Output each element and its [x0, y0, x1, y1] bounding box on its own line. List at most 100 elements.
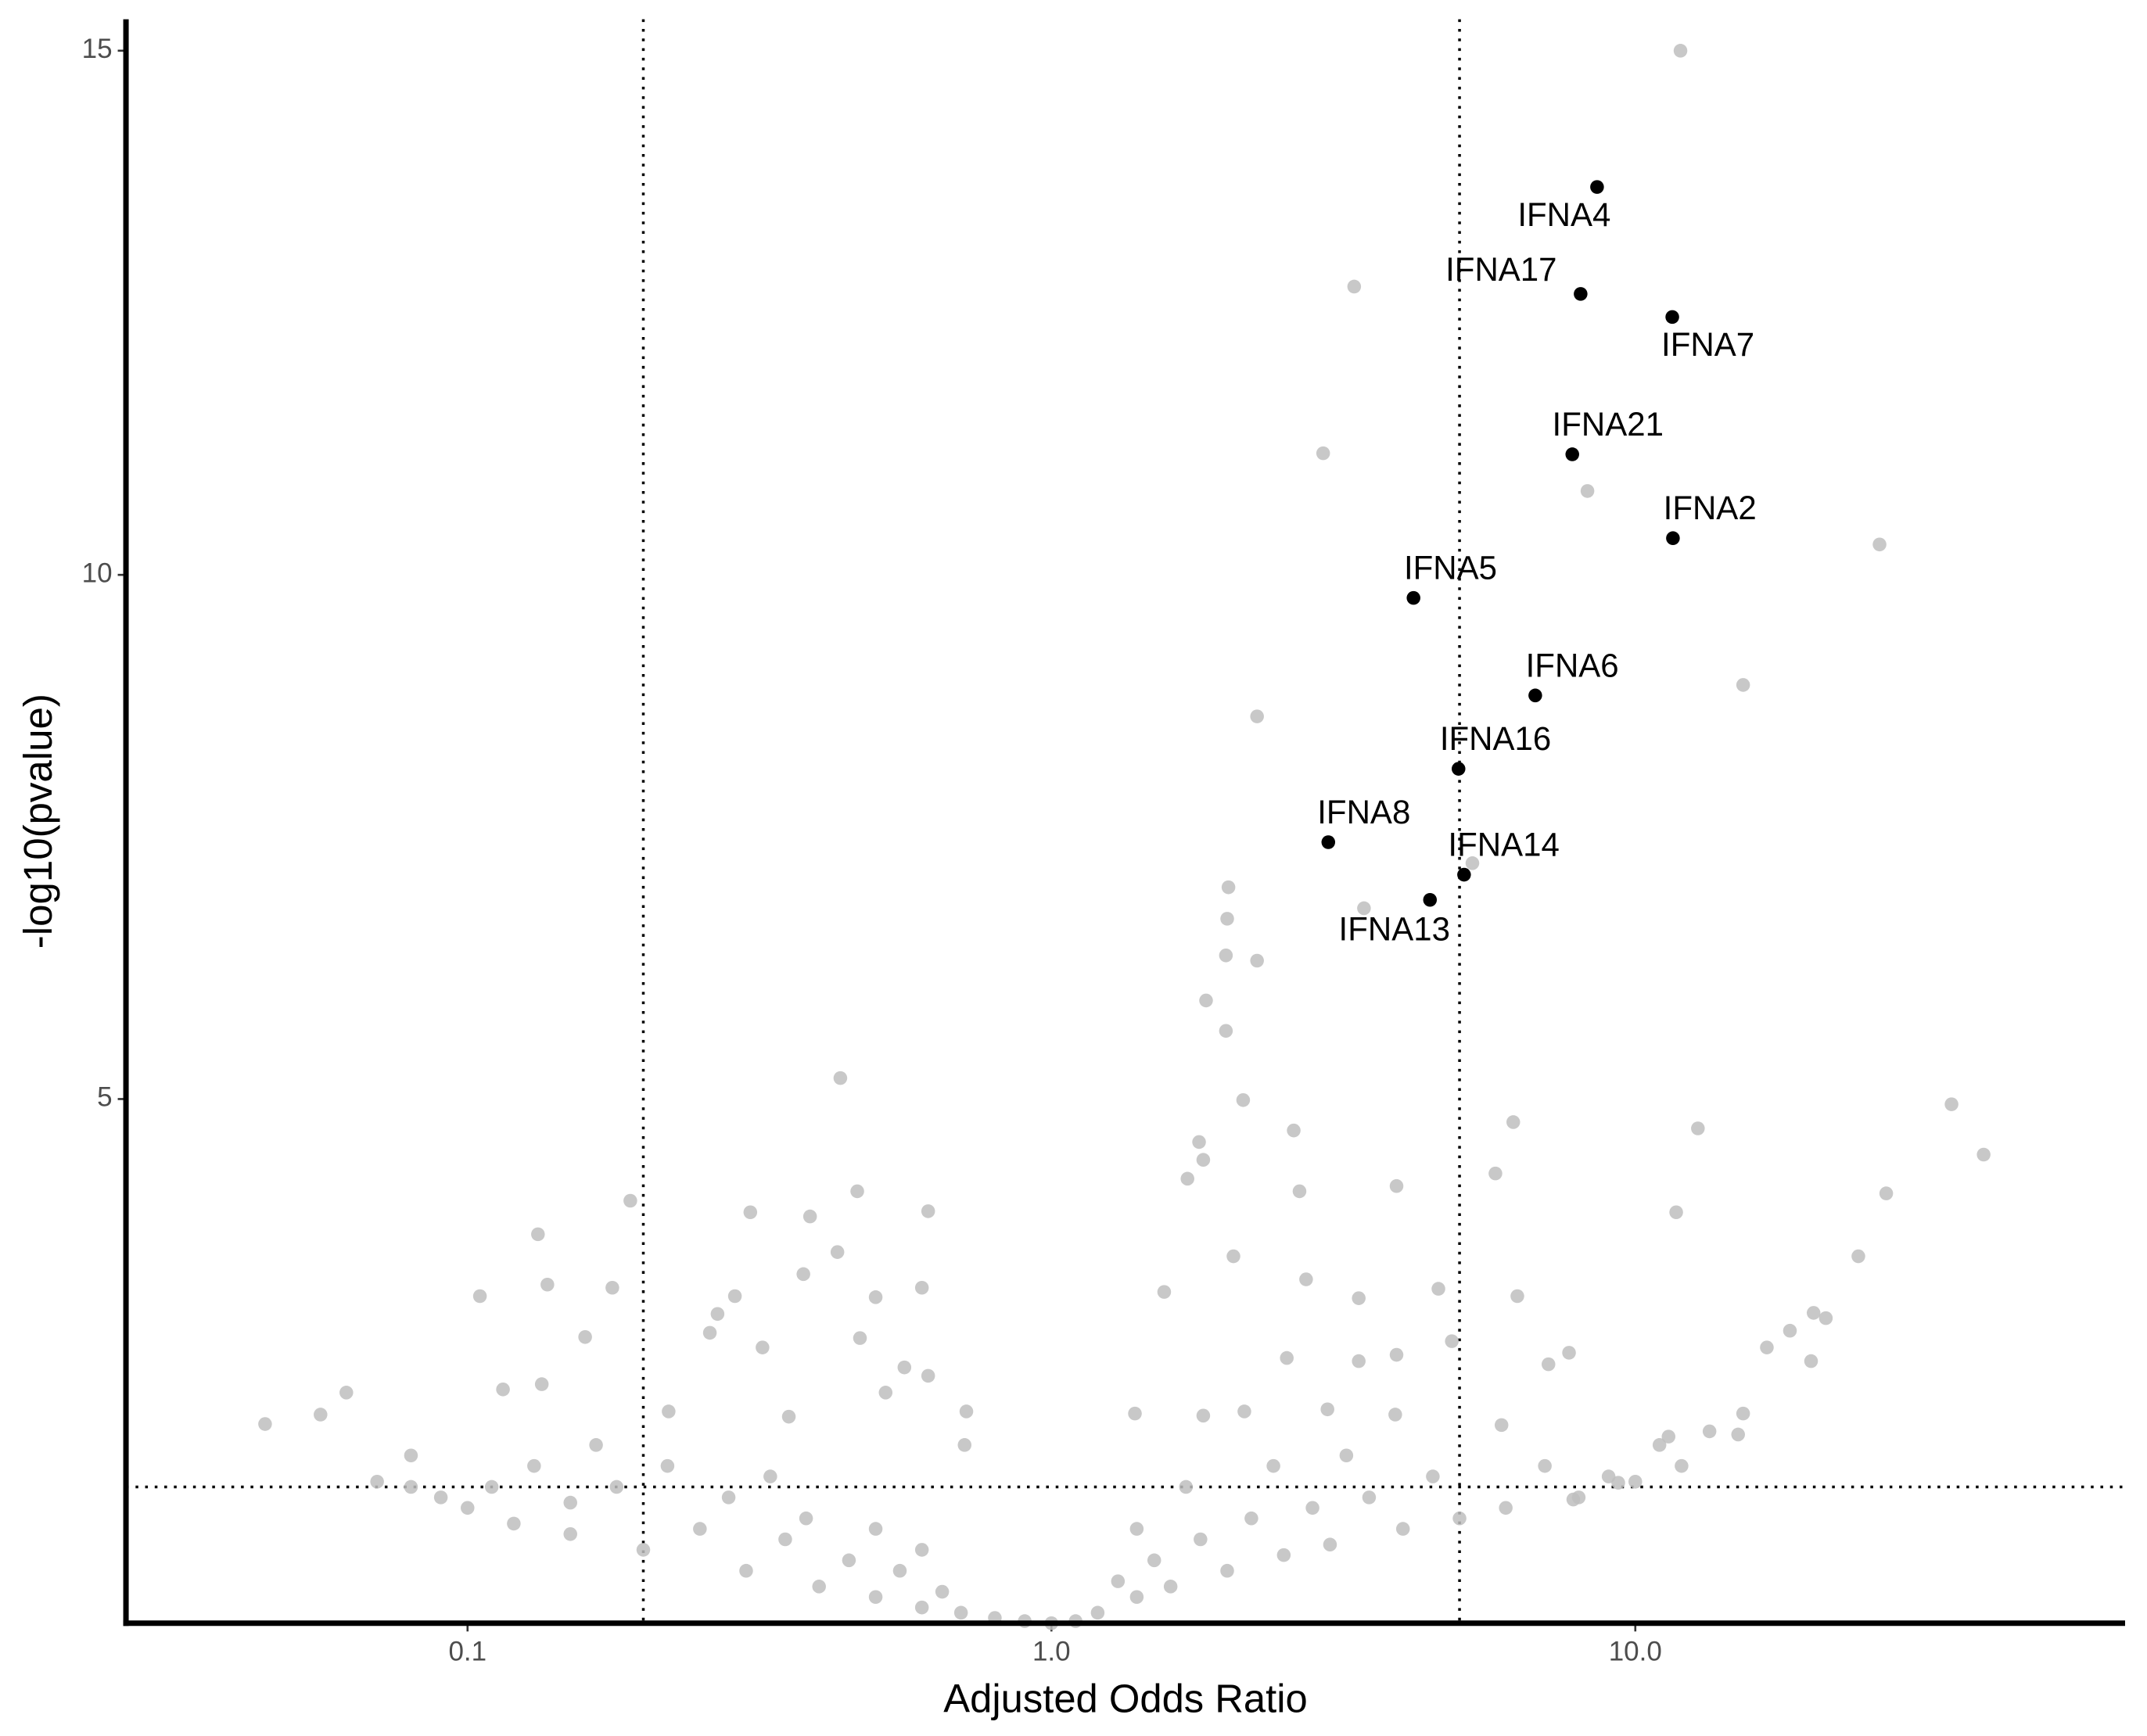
point: [842, 1553, 856, 1568]
point: [693, 1522, 707, 1536]
point: [258, 1417, 272, 1431]
point: [1244, 1511, 1258, 1526]
point: [1163, 1580, 1178, 1594]
point: [370, 1474, 384, 1489]
point: [1538, 1458, 1552, 1473]
point: [563, 1527, 577, 1541]
point: [756, 1340, 770, 1354]
y-axis-title: -log10(pvalue): [16, 694, 60, 949]
point: [727, 1289, 742, 1304]
point: [1220, 1563, 1234, 1578]
point: [914, 1600, 929, 1615]
point: [850, 1184, 864, 1199]
point: [959, 1404, 974, 1419]
point: [623, 1193, 637, 1208]
x-tick-label: 0.1: [448, 1637, 486, 1667]
point: [1266, 1458, 1280, 1473]
point-label: IFNA5: [1404, 550, 1497, 586]
point: [1804, 1354, 1818, 1368]
x-tick-label: 10.0: [1609, 1637, 1662, 1667]
point: [853, 1331, 867, 1345]
point: [314, 1408, 328, 1422]
point: [1388, 1408, 1402, 1422]
point: [1196, 1408, 1211, 1423]
point: [1731, 1427, 1745, 1442]
point: [1818, 1311, 1833, 1325]
point: [710, 1307, 725, 1322]
highlight-point: [1528, 688, 1542, 703]
point-label: IFNA2: [1664, 490, 1757, 526]
point: [914, 1543, 929, 1557]
point: [433, 1490, 448, 1505]
point: [796, 1267, 810, 1282]
point: [778, 1532, 792, 1547]
point: [563, 1495, 577, 1510]
point: [1760, 1340, 1774, 1354]
point: [1357, 901, 1371, 916]
point: [1426, 1469, 1440, 1483]
point: [1299, 1272, 1313, 1286]
point: [636, 1543, 651, 1557]
point: [1562, 1346, 1576, 1360]
point: [1352, 1291, 1366, 1305]
highlight-point: [1666, 531, 1680, 546]
point: [1736, 678, 1750, 692]
point: [1220, 912, 1234, 926]
point: [507, 1516, 521, 1531]
point: [1287, 1123, 1301, 1138]
point: [660, 1458, 675, 1473]
point: [1250, 709, 1264, 723]
point: [540, 1277, 555, 1292]
point-label: IFNA7: [1661, 326, 1754, 363]
point: [1129, 1590, 1144, 1605]
point: [892, 1563, 907, 1578]
point: [1219, 1024, 1233, 1038]
point: [1510, 1289, 1524, 1304]
point: [1669, 1205, 1683, 1220]
point: [1221, 880, 1236, 895]
point: [1090, 1605, 1105, 1620]
point: [1571, 1490, 1586, 1505]
point: [763, 1469, 777, 1483]
point: [921, 1204, 935, 1218]
point: [1806, 1306, 1821, 1320]
point-label: IFNA8: [1317, 794, 1410, 830]
point: [1628, 1474, 1643, 1489]
point: [914, 1280, 929, 1295]
point: [1237, 1404, 1251, 1419]
point: [531, 1227, 545, 1242]
point: [1580, 484, 1595, 498]
point-label: IFNA6: [1526, 647, 1619, 683]
point: [339, 1386, 354, 1400]
point: [1129, 1522, 1144, 1536]
point: [702, 1325, 717, 1340]
point: [1179, 1480, 1194, 1494]
point: [1292, 1184, 1307, 1199]
point-label: IFNA14: [1448, 826, 1559, 863]
point: [1431, 1282, 1445, 1296]
point: [404, 1480, 418, 1494]
point: [833, 1071, 848, 1085]
point: [472, 1289, 487, 1304]
y-tick-label: 5: [97, 1082, 112, 1113]
point: [496, 1383, 510, 1397]
highlight-point: [1590, 180, 1604, 194]
point: [1452, 1511, 1467, 1526]
point: [1389, 1178, 1404, 1193]
point: [1395, 1522, 1410, 1536]
point: [1276, 1548, 1291, 1562]
point: [830, 1245, 845, 1259]
point: [953, 1605, 968, 1620]
point: [484, 1480, 499, 1494]
point: [1250, 953, 1264, 968]
point: [1362, 1490, 1377, 1505]
point: [1236, 1092, 1251, 1107]
point: [662, 1404, 676, 1419]
point: [1499, 1501, 1513, 1515]
point: [1944, 1097, 1959, 1111]
point: [743, 1205, 758, 1220]
point: [897, 1360, 912, 1375]
point: [527, 1458, 541, 1473]
